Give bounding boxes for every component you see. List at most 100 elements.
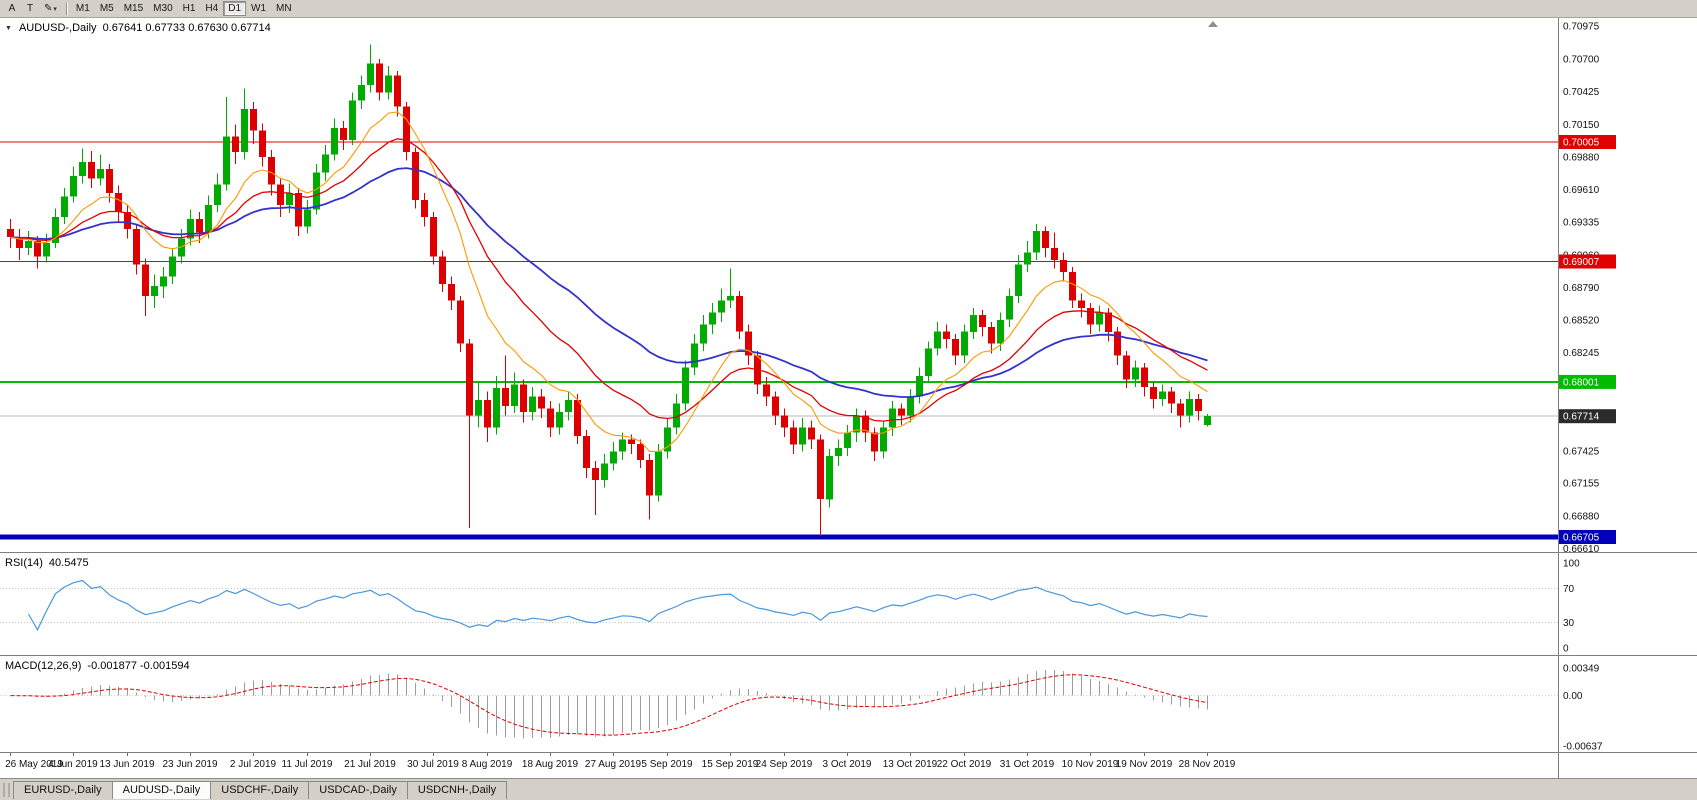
timeframe-h4-button[interactable]: H4: [205, 3, 219, 14]
candle: [835, 439, 842, 466]
candle: [520, 379, 527, 423]
candle: [943, 324, 950, 349]
candle: [1087, 302, 1094, 335]
macd-indicator-panel[interactable]: 0.00349 0.00 -0.00637 MACD(12,26,9) -0.001…: [0, 655, 1697, 753]
candle: [1042, 226, 1049, 258]
candle: [322, 144, 329, 181]
date-label: 2 Jul 2019: [230, 759, 277, 770]
text-tool-button[interactable]: T: [26, 3, 34, 14]
dropdown-arrow-icon: ▾: [53, 5, 57, 13]
candle: [1177, 398, 1184, 428]
candle: [763, 377, 770, 406]
chart-tab-eurusddaily[interactable]: EURUSD-,Daily: [13, 781, 113, 799]
candle: [286, 183, 293, 214]
candle: [664, 417, 671, 459]
tab-strip-grip-icon: [3, 783, 10, 797]
timeframe-w1-button[interactable]: W1: [251, 3, 267, 14]
date-label: 15 Sep 2019: [702, 759, 759, 770]
candle: [205, 195, 212, 239]
chart-tab-usdcaddaily[interactable]: USDCAD-,Daily: [308, 781, 408, 799]
candle: [1006, 288, 1013, 327]
candle: [1168, 386, 1175, 414]
candle: [601, 453, 608, 488]
rsi-axis-label: 70: [1563, 584, 1575, 595]
candle: [529, 386, 536, 421]
candle: [610, 441, 617, 471]
date-label: 22 Oct 2019: [937, 759, 992, 770]
candle: [898, 403, 905, 426]
price-chart-panel[interactable]: 0.70975 0.70700 0.70425 0.70150 0.69880 0.696…: [0, 18, 1697, 552]
date-label: 27 Aug 2019: [585, 759, 642, 770]
candle: [547, 401, 554, 438]
date-label: 4 Jun 2019: [48, 759, 98, 770]
draw-tool-button[interactable]: ✎ ▾: [44, 3, 57, 14]
timeframe-m15-button[interactable]: M15: [123, 3, 144, 14]
candle: [1060, 252, 1067, 282]
candle: [34, 235, 41, 269]
macd-canvas: 0.00349 0.00 -0.00637: [0, 656, 1603, 753]
candle: [1033, 223, 1040, 260]
date-label: 11 Jul 2019: [282, 759, 333, 770]
svg-text:0.67155: 0.67155: [1563, 479, 1600, 490]
timeframe-h1-button[interactable]: H1: [182, 3, 196, 14]
arrow-tool-button[interactable]: A: [8, 3, 16, 14]
candle: [340, 121, 347, 150]
candle: [592, 460, 599, 515]
price-tag: 0.66705: [1559, 530, 1616, 544]
candle: [1195, 393, 1202, 421]
chart-tab-usdcnhdaily[interactable]: USDCNH-,Daily: [406, 781, 508, 799]
candle: [385, 65, 392, 100]
candle: [952, 334, 959, 366]
date-label: 26 May 2019: [5, 759, 63, 770]
price-axis-labels[interactable]: 0.70975 0.70700 0.70425 0.70150 0.69880 0.696…: [1563, 21, 1600, 552]
macd-histogram: [19, 669, 1208, 739]
chart-tabs-bar: EURUSD-,Daily AUDUSD-,Daily USDCHF-,Daily U…: [0, 778, 1697, 800]
candle: [637, 439, 644, 469]
macd-signal-line: [10, 674, 1208, 736]
candle: [556, 403, 563, 435]
toolbar: A T ✎ ▾ M1 M5 M15 M30 H1 H4 D1 W1 MN: [0, 0, 1697, 18]
candle: [655, 444, 662, 502]
candle: [754, 350, 761, 394]
candle: [619, 432, 626, 460]
svg-text:0.70700: 0.70700: [1563, 54, 1600, 65]
date-label: 13 Oct 2019: [883, 759, 938, 770]
price-tag: 0.69007: [1559, 254, 1616, 269]
timeframe-m1-button[interactable]: M1: [75, 3, 90, 14]
date-label: 24 Sep 2019: [756, 759, 813, 770]
toolbar-separator: [65, 2, 67, 15]
macd-axis-label: 0.00349: [1563, 663, 1600, 674]
timeframe-mn-button[interactable]: MN: [276, 3, 292, 14]
price-tag: 0.67714: [1559, 409, 1616, 424]
date-label: 3 Oct 2019: [823, 759, 872, 770]
candle: [673, 393, 680, 435]
candle: [790, 420, 797, 454]
candle: [115, 185, 122, 222]
candle: [1141, 362, 1148, 397]
svg-text:0.69610: 0.69610: [1563, 185, 1600, 196]
timeframe-m30-button[interactable]: M30: [153, 3, 173, 14]
candle: [106, 164, 113, 203]
candle: [466, 338, 473, 529]
chart-tab-usdchfdaily[interactable]: USDCHF-,Daily: [210, 781, 310, 799]
rsi-indicator-panel[interactable]: 100 70 30 0 RSI(14) 40.5475: [0, 552, 1697, 656]
svg-text:0.70005: 0.70005: [1563, 138, 1600, 149]
date-label: 19 Nov 2019: [1116, 759, 1173, 770]
chart-tab-audusddaily[interactable]: AUDUSD-,Daily: [111, 781, 212, 799]
candle: [304, 200, 311, 234]
time-axis[interactable]: 26 May 2019 4 Jun 2019 13 Jun 2019 23 Jun 2…: [0, 752, 1697, 779]
timeframe-d1-button[interactable]: D1: [223, 1, 247, 16]
timeframe-m5-button[interactable]: M5: [99, 3, 114, 14]
candle: [979, 310, 986, 337]
chart-shift-marker-icon[interactable]: [1208, 21, 1218, 27]
candle: [781, 408, 788, 438]
date-label: 21 Jul 2019: [344, 759, 396, 770]
price-chart-canvas: 0.70975 0.70700 0.70425 0.70150 0.69880 0.696…: [0, 18, 1616, 552]
candle: [250, 101, 257, 144]
candlestick-series: [7, 44, 1211, 537]
candle: [799, 417, 806, 452]
candle: [826, 449, 833, 508]
candle: [1051, 232, 1058, 269]
